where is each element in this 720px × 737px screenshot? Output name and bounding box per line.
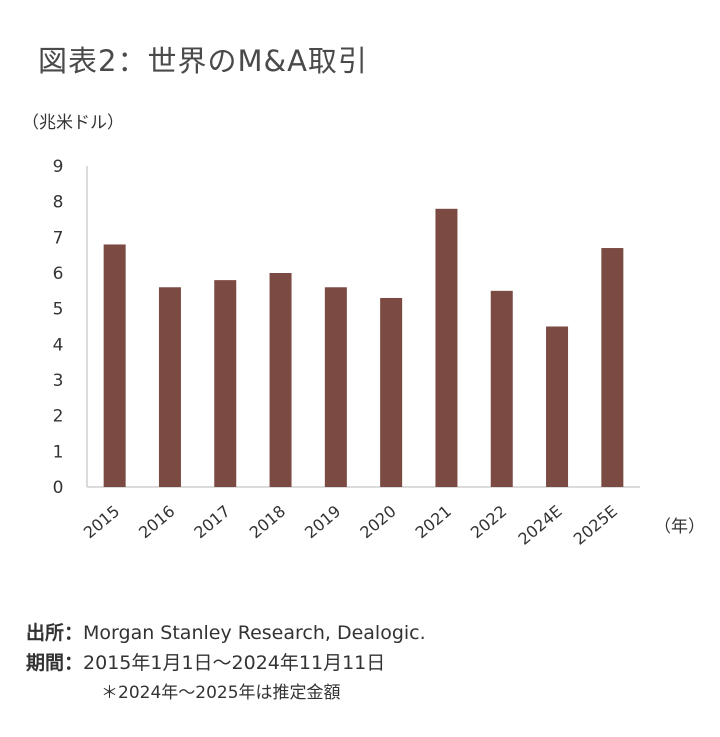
y-tick-label: 8 [53, 193, 64, 213]
y-axis-unit-label: （兆米ドル） [22, 113, 124, 133]
bar-2017 [214, 280, 237, 487]
bar-chart: 0 1 2 3 4 5 6 7 8 9 2015 2016 2017 2018 2019 2020 2021 20… [53, 157, 640, 549]
x-tick-label: 2020 [356, 502, 399, 543]
y-tick-label: 1 [53, 442, 64, 462]
x-axis-unit-label: （年） [654, 517, 705, 537]
period-label: 期間： [26, 652, 84, 674]
source-row: 出所：Morgan Stanley Research, Dealogic. [26, 618, 426, 648]
x-tick-label: 2016 [135, 502, 178, 543]
bar-2020 [380, 297, 403, 487]
y-tick-label: 5 [53, 300, 64, 320]
y-tick-label: 6 [53, 264, 64, 284]
bar-2025E [601, 248, 624, 487]
bar-2015 [103, 244, 126, 487]
x-tick-label: 2024E [514, 502, 565, 549]
source-label: 出所： [26, 622, 84, 644]
x-tick-label: 2019 [301, 502, 344, 543]
y-tick-label: 3 [53, 371, 64, 391]
bar-2018 [269, 273, 292, 487]
y-tick-label: 2 [53, 407, 64, 427]
period-row: 期間：2015年1月1日～2024年11月11日 [26, 648, 426, 678]
x-tick-label: 2015 [80, 502, 123, 543]
y-tick-label: 0 [53, 478, 64, 498]
x-tick-label: 2021 [412, 502, 455, 543]
x-tick-label: 2025E [570, 502, 621, 549]
x-tick-label: 2018 [246, 502, 289, 543]
source-text: Morgan Stanley Research, Dealogic. [83, 622, 426, 644]
y-tick-label: 9 [53, 157, 64, 177]
y-tick-label: 4 [53, 335, 64, 355]
bar-2021 [435, 208, 458, 488]
estimate-note: ＊2024年～2025年は推定金額 [101, 683, 341, 703]
bar-2022 [490, 290, 513, 487]
bar-2016 [158, 287, 181, 487]
chart-title: 図表2：世界のM&A取引 [38, 44, 368, 78]
period-text: 2015年1月1日～2024年11月11日 [83, 652, 386, 674]
y-tick-label: 7 [53, 228, 64, 248]
chart-footer: 出所：Morgan Stanley Research, Dealogic. 期間… [26, 618, 426, 708]
x-tick-label: 2017 [190, 502, 233, 543]
x-tick-label: 2022 [467, 502, 510, 543]
bar-2019 [324, 287, 347, 487]
bar-2024E [546, 326, 569, 487]
